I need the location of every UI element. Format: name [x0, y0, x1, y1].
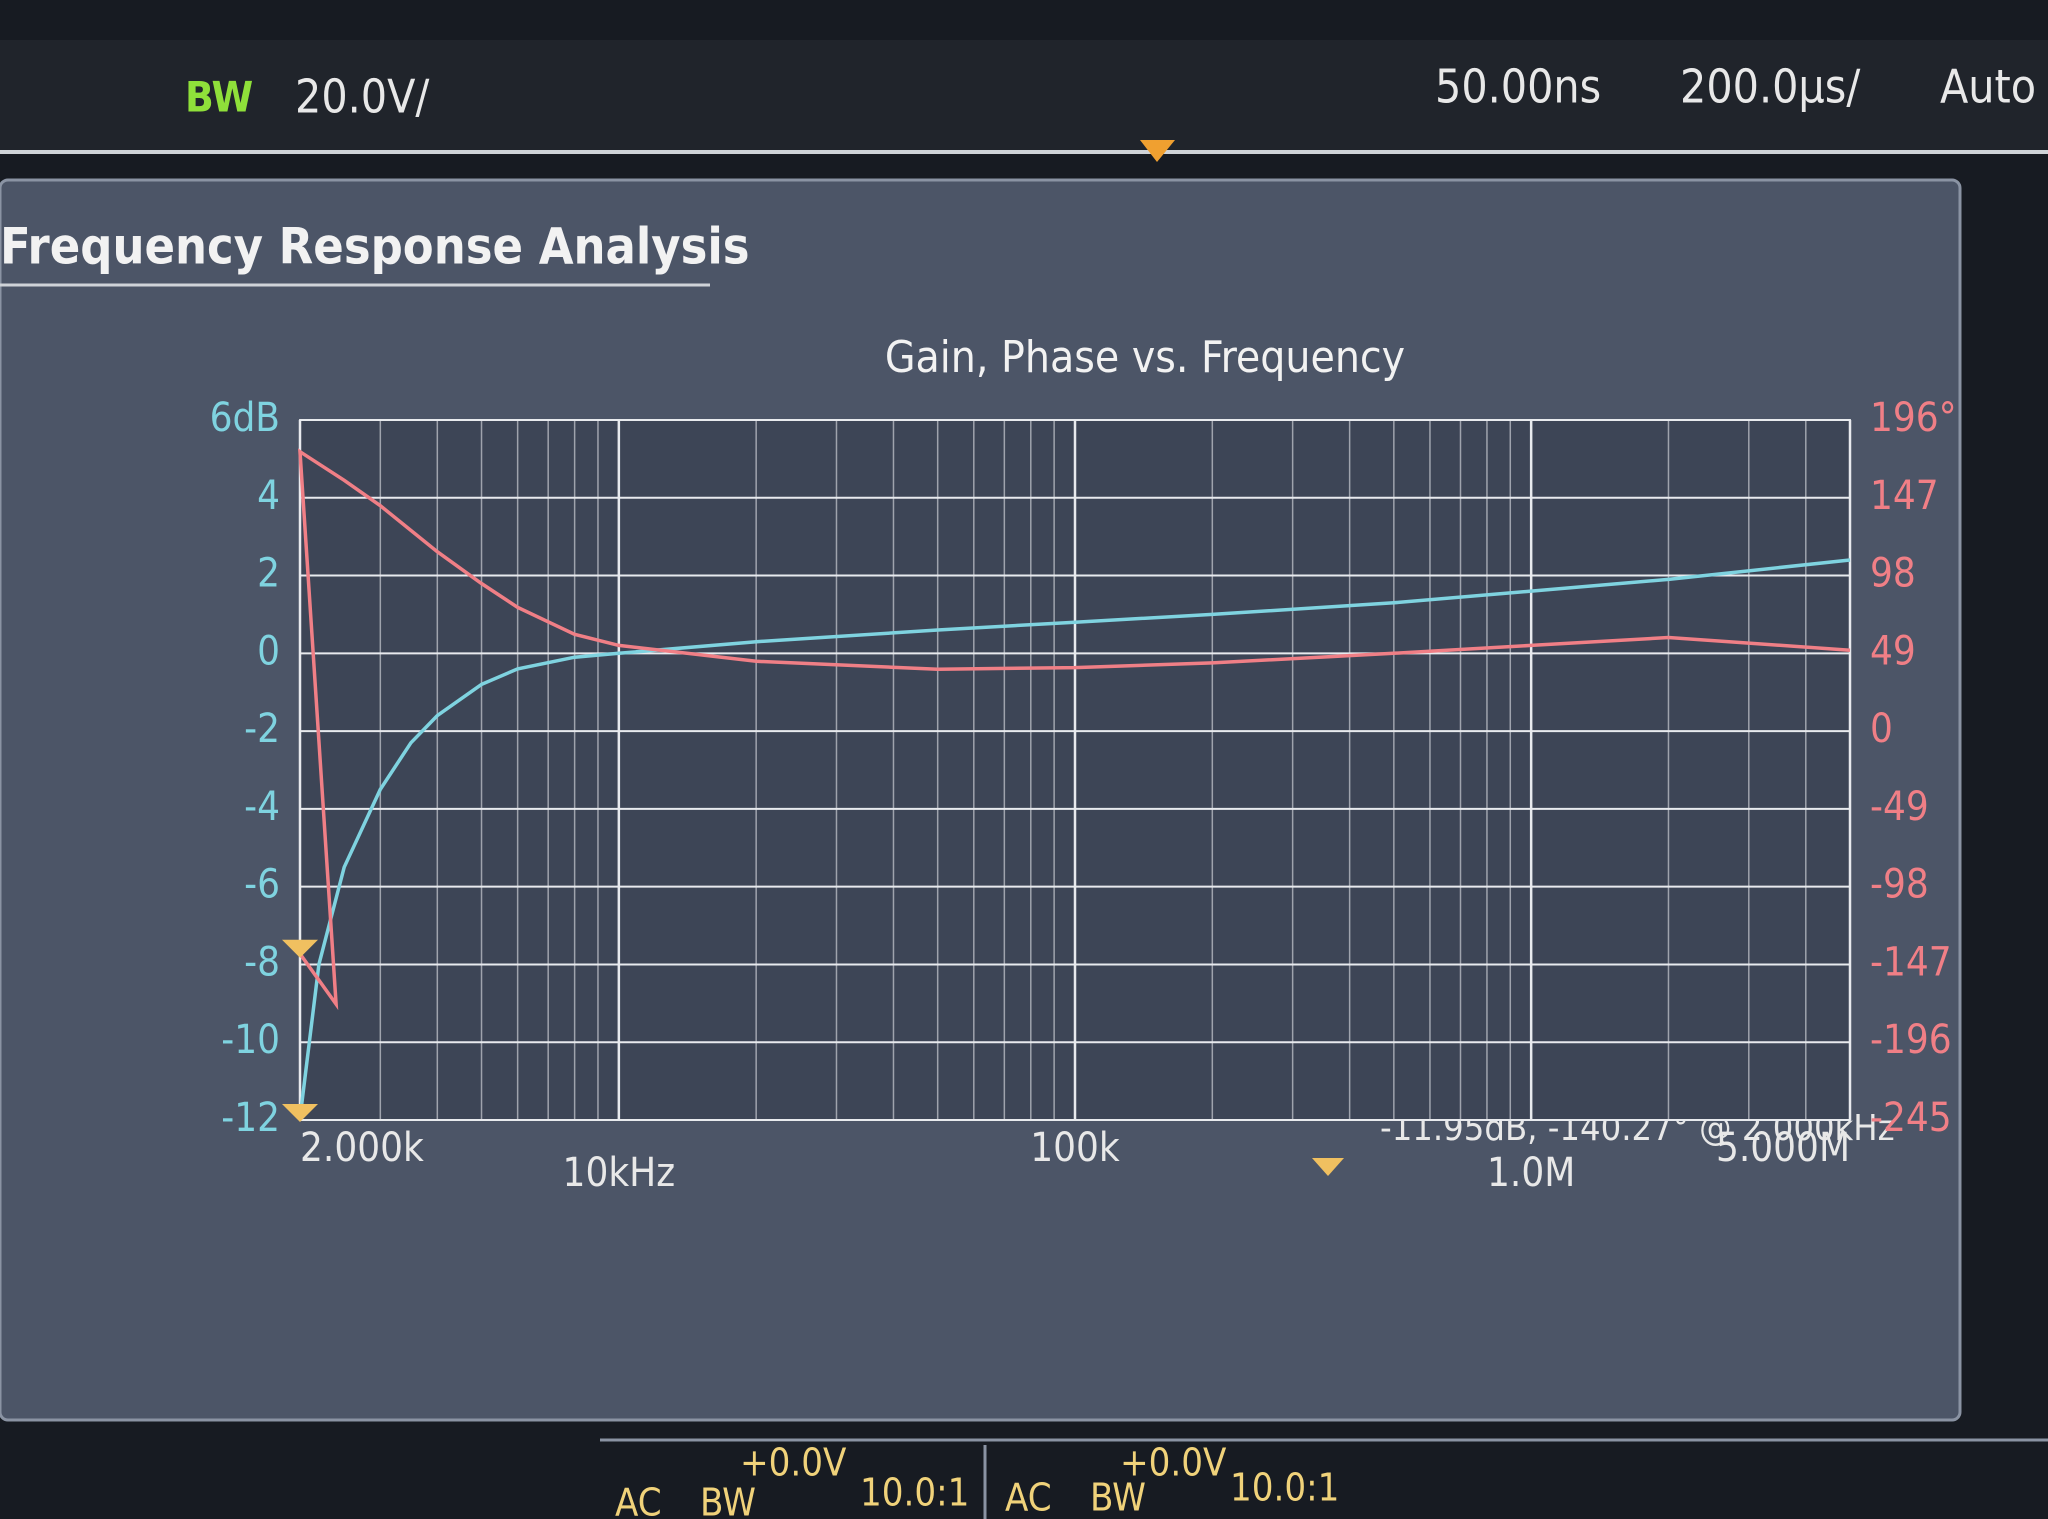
y-tick-label: -2: [244, 706, 280, 752]
y2-tick-label: 0: [1870, 706, 1893, 752]
x-tick-label: 100k: [1030, 1125, 1120, 1171]
y-tick-label: -10: [221, 1017, 280, 1063]
y2-tick-label: -49: [1870, 784, 1929, 830]
volts-per-div: 20.0V/: [295, 70, 429, 124]
y2-tick-label: -147: [1870, 939, 1952, 985]
y-tick-label: 2: [257, 551, 280, 597]
readout-marker: [1312, 1158, 1344, 1176]
series-line: [298, 558, 1851, 1119]
ch1-coupling: AC: [615, 1481, 662, 1519]
y-tick-label: -6: [244, 862, 280, 908]
delay: 50.00ns: [1435, 60, 1601, 114]
trigger-marker: [1140, 140, 1175, 162]
bw-indicator: BW: [185, 73, 253, 122]
y-tick-label: -4: [244, 784, 280, 830]
ch1-bw: BW: [700, 1481, 756, 1519]
ch1-probe: 10.0:1: [860, 1471, 969, 1515]
y2-tick-label: 196°: [1870, 395, 1957, 441]
y2-tick-label: -196: [1870, 1017, 1952, 1063]
panel-title: Frequency Response Analysis: [0, 218, 750, 276]
series-line: [298, 448, 1851, 1011]
y2-tick-label: 49: [1870, 628, 1916, 674]
y-tick-label: 0: [257, 628, 280, 674]
y-tick-label: 4: [257, 473, 280, 519]
y-tick-label: 6dB: [210, 395, 280, 441]
ch2-bw: BW: [1090, 1476, 1146, 1519]
x-tick-label: 10kHz: [563, 1150, 676, 1196]
ch2-coupling: AC: [1005, 1476, 1052, 1519]
top-bar: [0, 40, 2048, 150]
cursor-marker: [282, 939, 318, 958]
y2-tick-label: 98: [1870, 551, 1916, 597]
trigger-mode: Auto: [1940, 60, 2036, 114]
x-tick-label: 1.0M: [1487, 1150, 1575, 1196]
ch1-offset: +0.0V: [740, 1441, 847, 1485]
ch2-probe: 10.0:1: [1230, 1466, 1339, 1510]
x-tick-label: 2.000k: [300, 1125, 424, 1171]
chart-title: Gain, Phase vs. Frequency: [885, 332, 1405, 383]
y-tick-label: -8: [244, 939, 280, 985]
y2-tick-label: -245: [1870, 1095, 1952, 1141]
y2-tick-label: 147: [1870, 473, 1939, 519]
y-tick-label: -12: [221, 1095, 280, 1141]
time-per-div: 200.0µs/: [1680, 60, 1860, 114]
ch2-offset: +0.0V: [1120, 1441, 1227, 1485]
cursor-marker: [282, 1104, 318, 1123]
channel-bar: +0.0V AC BW 10.0:1 +0.0V AC BW 10.0:1: [600, 1438, 2048, 1519]
y2-tick-label: -98: [1870, 862, 1929, 908]
x-tick-label: 5.000M: [1716, 1125, 1850, 1171]
